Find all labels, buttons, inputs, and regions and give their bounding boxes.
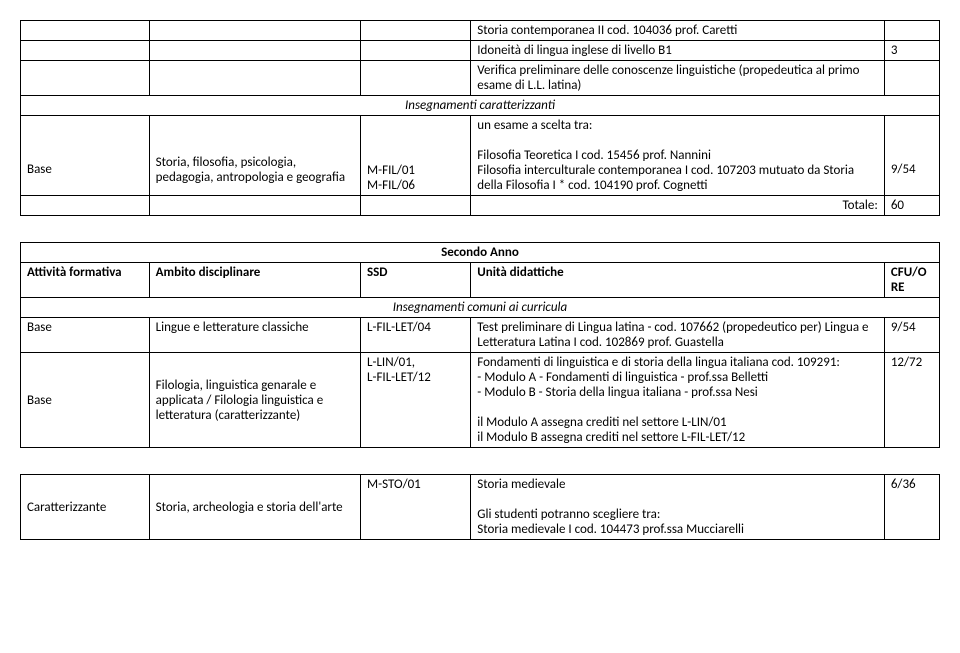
cell-text: Fondamenti di linguistica e di storia de… [477, 355, 840, 445]
cell [21, 61, 150, 96]
cell [361, 61, 471, 96]
table-row: Verifica preliminare delle conoscenze li… [21, 61, 940, 96]
cell: Base [21, 116, 150, 196]
cell-text: Caratterizzante [27, 500, 106, 515]
cell [21, 21, 150, 41]
cell: Test preliminare di Lingua latina - cod.… [471, 318, 885, 353]
cell: L-LIN/01, L-FIL-LET/12 [361, 353, 471, 448]
top-table: Storia contemporanea II cod. 104036 prof… [20, 20, 940, 216]
cell: Caratterizzante [21, 475, 150, 540]
cell [21, 41, 150, 61]
cell-text: Filologia, linguistica genarale e applic… [156, 378, 324, 423]
third-table: Caratterizzante Storia, archeologia e st… [20, 474, 940, 540]
totale-value: 60 [884, 196, 939, 216]
cell: Filologia, linguistica genarale e applic… [149, 353, 360, 448]
anno-header: Secondo Anno [21, 243, 940, 263]
section-header: Insegnamenti comuni ai curricula [21, 298, 940, 318]
cell [361, 21, 471, 41]
cell: 6/36 [884, 475, 939, 540]
section-header-row: Insegnamenti comuni ai curricula [21, 298, 940, 318]
cell: 3 [884, 41, 939, 61]
cell-text: M-FIL/01 M-FIL/06 [367, 163, 415, 193]
second-table: Secondo Anno Attività formativa Ambito d… [20, 242, 940, 448]
cell-text: Storia, archeologia e storia dell'arte [156, 500, 343, 515]
cell: 9/54 [884, 318, 939, 353]
cell: Fondamenti di linguistica e di storia de… [471, 353, 885, 448]
anno-header-row: Secondo Anno [21, 243, 940, 263]
cell: M-STO/01 [361, 475, 471, 540]
table-row: Base Storia, filosofia, psicologia, peda… [21, 116, 940, 196]
cell-text: 9/54 [891, 162, 916, 177]
cell: Storia contemporanea II cod. 104036 prof… [471, 21, 885, 41]
totale-row: Totale: 60 [21, 196, 940, 216]
cell-text: Storia medievale [477, 477, 565, 492]
cell-text: L-LIN/01, L-FIL-LET/12 [367, 355, 431, 385]
cell: Lingue e letterature classiche [149, 318, 360, 353]
col-header: SSD [361, 263, 471, 298]
col-header: Attività formativa [21, 263, 150, 298]
cell-text: Gli studenti potranno scegliere tra: Sto… [477, 507, 744, 537]
table-row: Base Filologia, linguistica genarale e a… [21, 353, 940, 448]
cell: Base [21, 353, 150, 448]
section-header: Insegnamenti caratterizzanti [21, 96, 940, 116]
totale-label: Totale: [471, 196, 885, 216]
cell [149, 61, 360, 96]
col-header: Unità didattiche [471, 263, 885, 298]
cell-text: Base [27, 162, 52, 177]
table-row: Idoneità di lingua inglese di livello B1… [21, 41, 940, 61]
cell [21, 196, 150, 216]
cell: un esame a scelta tra: Filosofia Teoreti… [471, 116, 885, 196]
cell: M-FIL/01 M-FIL/06 [361, 116, 471, 196]
cell: 12/72 [884, 353, 939, 448]
table-row: Caratterizzante Storia, archeologia e st… [21, 475, 940, 540]
cell: Storia medievale Gli studenti potranno s… [471, 475, 885, 540]
cell: 9/54 [884, 116, 939, 196]
table-row: Base Lingue e letterature classiche L-FI… [21, 318, 940, 353]
col-header: Ambito disciplinare [149, 263, 360, 298]
cell: Verifica preliminare delle conoscenze li… [471, 61, 885, 96]
section-header-row: Insegnamenti caratterizzanti [21, 96, 940, 116]
cell [361, 41, 471, 61]
cell [149, 41, 360, 61]
cell [149, 196, 360, 216]
cell [149, 21, 360, 41]
cell: L-FIL-LET/04 [361, 318, 471, 353]
cell: Base [21, 318, 150, 353]
col-header: CFU/ORE [884, 263, 939, 298]
cell-text: un esame a scelta tra: Filosofia Teoreti… [477, 118, 854, 193]
cell [361, 196, 471, 216]
cell: Idoneità di lingua inglese di livello B1 [471, 41, 885, 61]
header-row: Attività formativa Ambito disciplinare S… [21, 263, 940, 298]
cell-text: Base [27, 393, 52, 408]
cell: Storia, archeologia e storia dell'arte [149, 475, 360, 540]
cell-text: Storia, filosofia, psicologia, pedagogia… [156, 155, 345, 185]
cell: Storia, filosofia, psicologia, pedagogia… [149, 116, 360, 196]
cell [884, 61, 939, 96]
table-row: Storia contemporanea II cod. 104036 prof… [21, 21, 940, 41]
cell [884, 21, 939, 41]
